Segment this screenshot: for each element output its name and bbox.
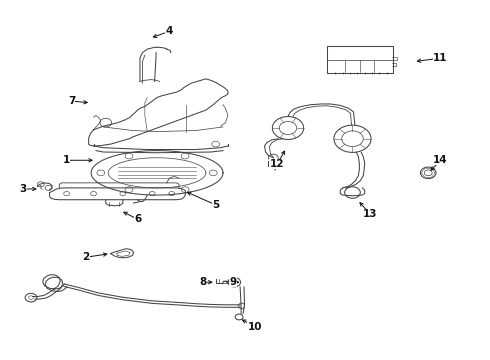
Text: 4: 4 [166, 26, 173, 36]
Text: 8: 8 [200, 277, 207, 287]
Text: 11: 11 [433, 53, 448, 63]
Text: 13: 13 [362, 209, 377, 219]
Text: 12: 12 [270, 159, 284, 169]
Text: 7: 7 [68, 96, 75, 106]
Text: 10: 10 [247, 322, 262, 332]
Text: 2: 2 [83, 252, 90, 262]
Text: 3: 3 [19, 184, 26, 194]
Text: 5: 5 [212, 200, 220, 210]
Text: 6: 6 [134, 215, 141, 224]
Text: 9: 9 [229, 277, 236, 287]
Text: 14: 14 [433, 155, 448, 165]
Text: 1: 1 [63, 155, 70, 165]
